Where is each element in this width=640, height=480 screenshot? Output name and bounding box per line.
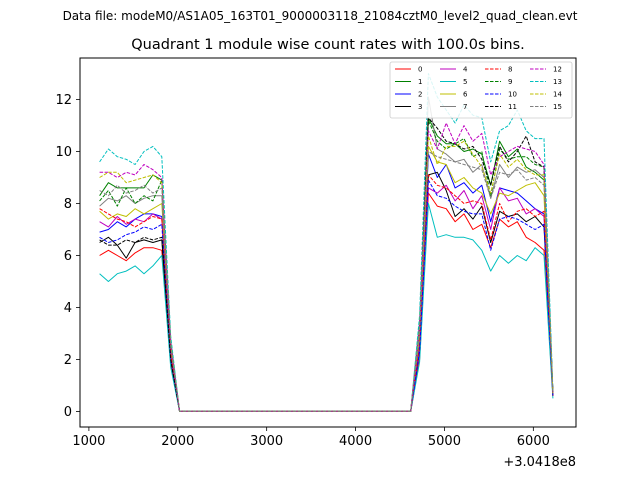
x-tick-label: 1000 <box>72 434 105 449</box>
legend-label-11: 11 <box>508 103 517 111</box>
legend-box <box>389 61 573 119</box>
x-tick-label: 4000 <box>339 434 372 449</box>
y-axis: 0 2 4 6 8 10 12 <box>55 93 80 420</box>
legend-label-2: 2 <box>418 91 422 99</box>
legend-label-3: 3 <box>418 103 422 111</box>
series-line-8 <box>99 174 554 412</box>
x-tick-label: 5000 <box>428 434 461 449</box>
y-tick-label: 4 <box>64 301 72 316</box>
y-tick-label: 12 <box>55 93 72 108</box>
x-tick-label: 6000 <box>517 434 550 449</box>
x-offset-label: +3.0418e8 <box>503 455 576 470</box>
suptitle: Data file: modeM0/AS1A05_163T01_90000031… <box>63 9 578 23</box>
legend-label-13: 13 <box>553 78 562 86</box>
y-tick-label: 0 <box>64 405 72 420</box>
legend-label-6: 6 <box>463 91 468 99</box>
x-tick-label: 3000 <box>250 434 283 449</box>
legend-label-4: 4 <box>463 66 468 74</box>
y-tick-label: 6 <box>64 249 72 264</box>
legend-label-7: 7 <box>463 103 467 111</box>
series-layer <box>99 73 554 412</box>
chart-title: Quadrant 1 module wise count rates with … <box>131 37 525 53</box>
legend-label-9: 9 <box>508 78 512 86</box>
legend-label-15: 15 <box>553 103 562 111</box>
legend-label-5: 5 <box>463 78 467 86</box>
y-tick-label: 2 <box>64 353 72 368</box>
x-axis: 1000 2000 3000 4000 5000 6000 <box>72 427 550 449</box>
legend-label-12: 12 <box>553 66 562 74</box>
legend-label-8: 8 <box>508 66 512 74</box>
legend-label-10: 10 <box>508 91 517 99</box>
x-tick-label: 2000 <box>161 434 194 449</box>
y-tick-label: 10 <box>55 145 72 160</box>
series-line-11 <box>99 117 554 412</box>
legend-label-14: 14 <box>553 91 562 99</box>
legend-label-0: 0 <box>418 66 422 74</box>
axes-frame <box>79 57 577 428</box>
series-line-15 <box>99 151 554 412</box>
legend-label-1: 1 <box>418 78 422 86</box>
y-tick-label: 8 <box>64 197 72 212</box>
